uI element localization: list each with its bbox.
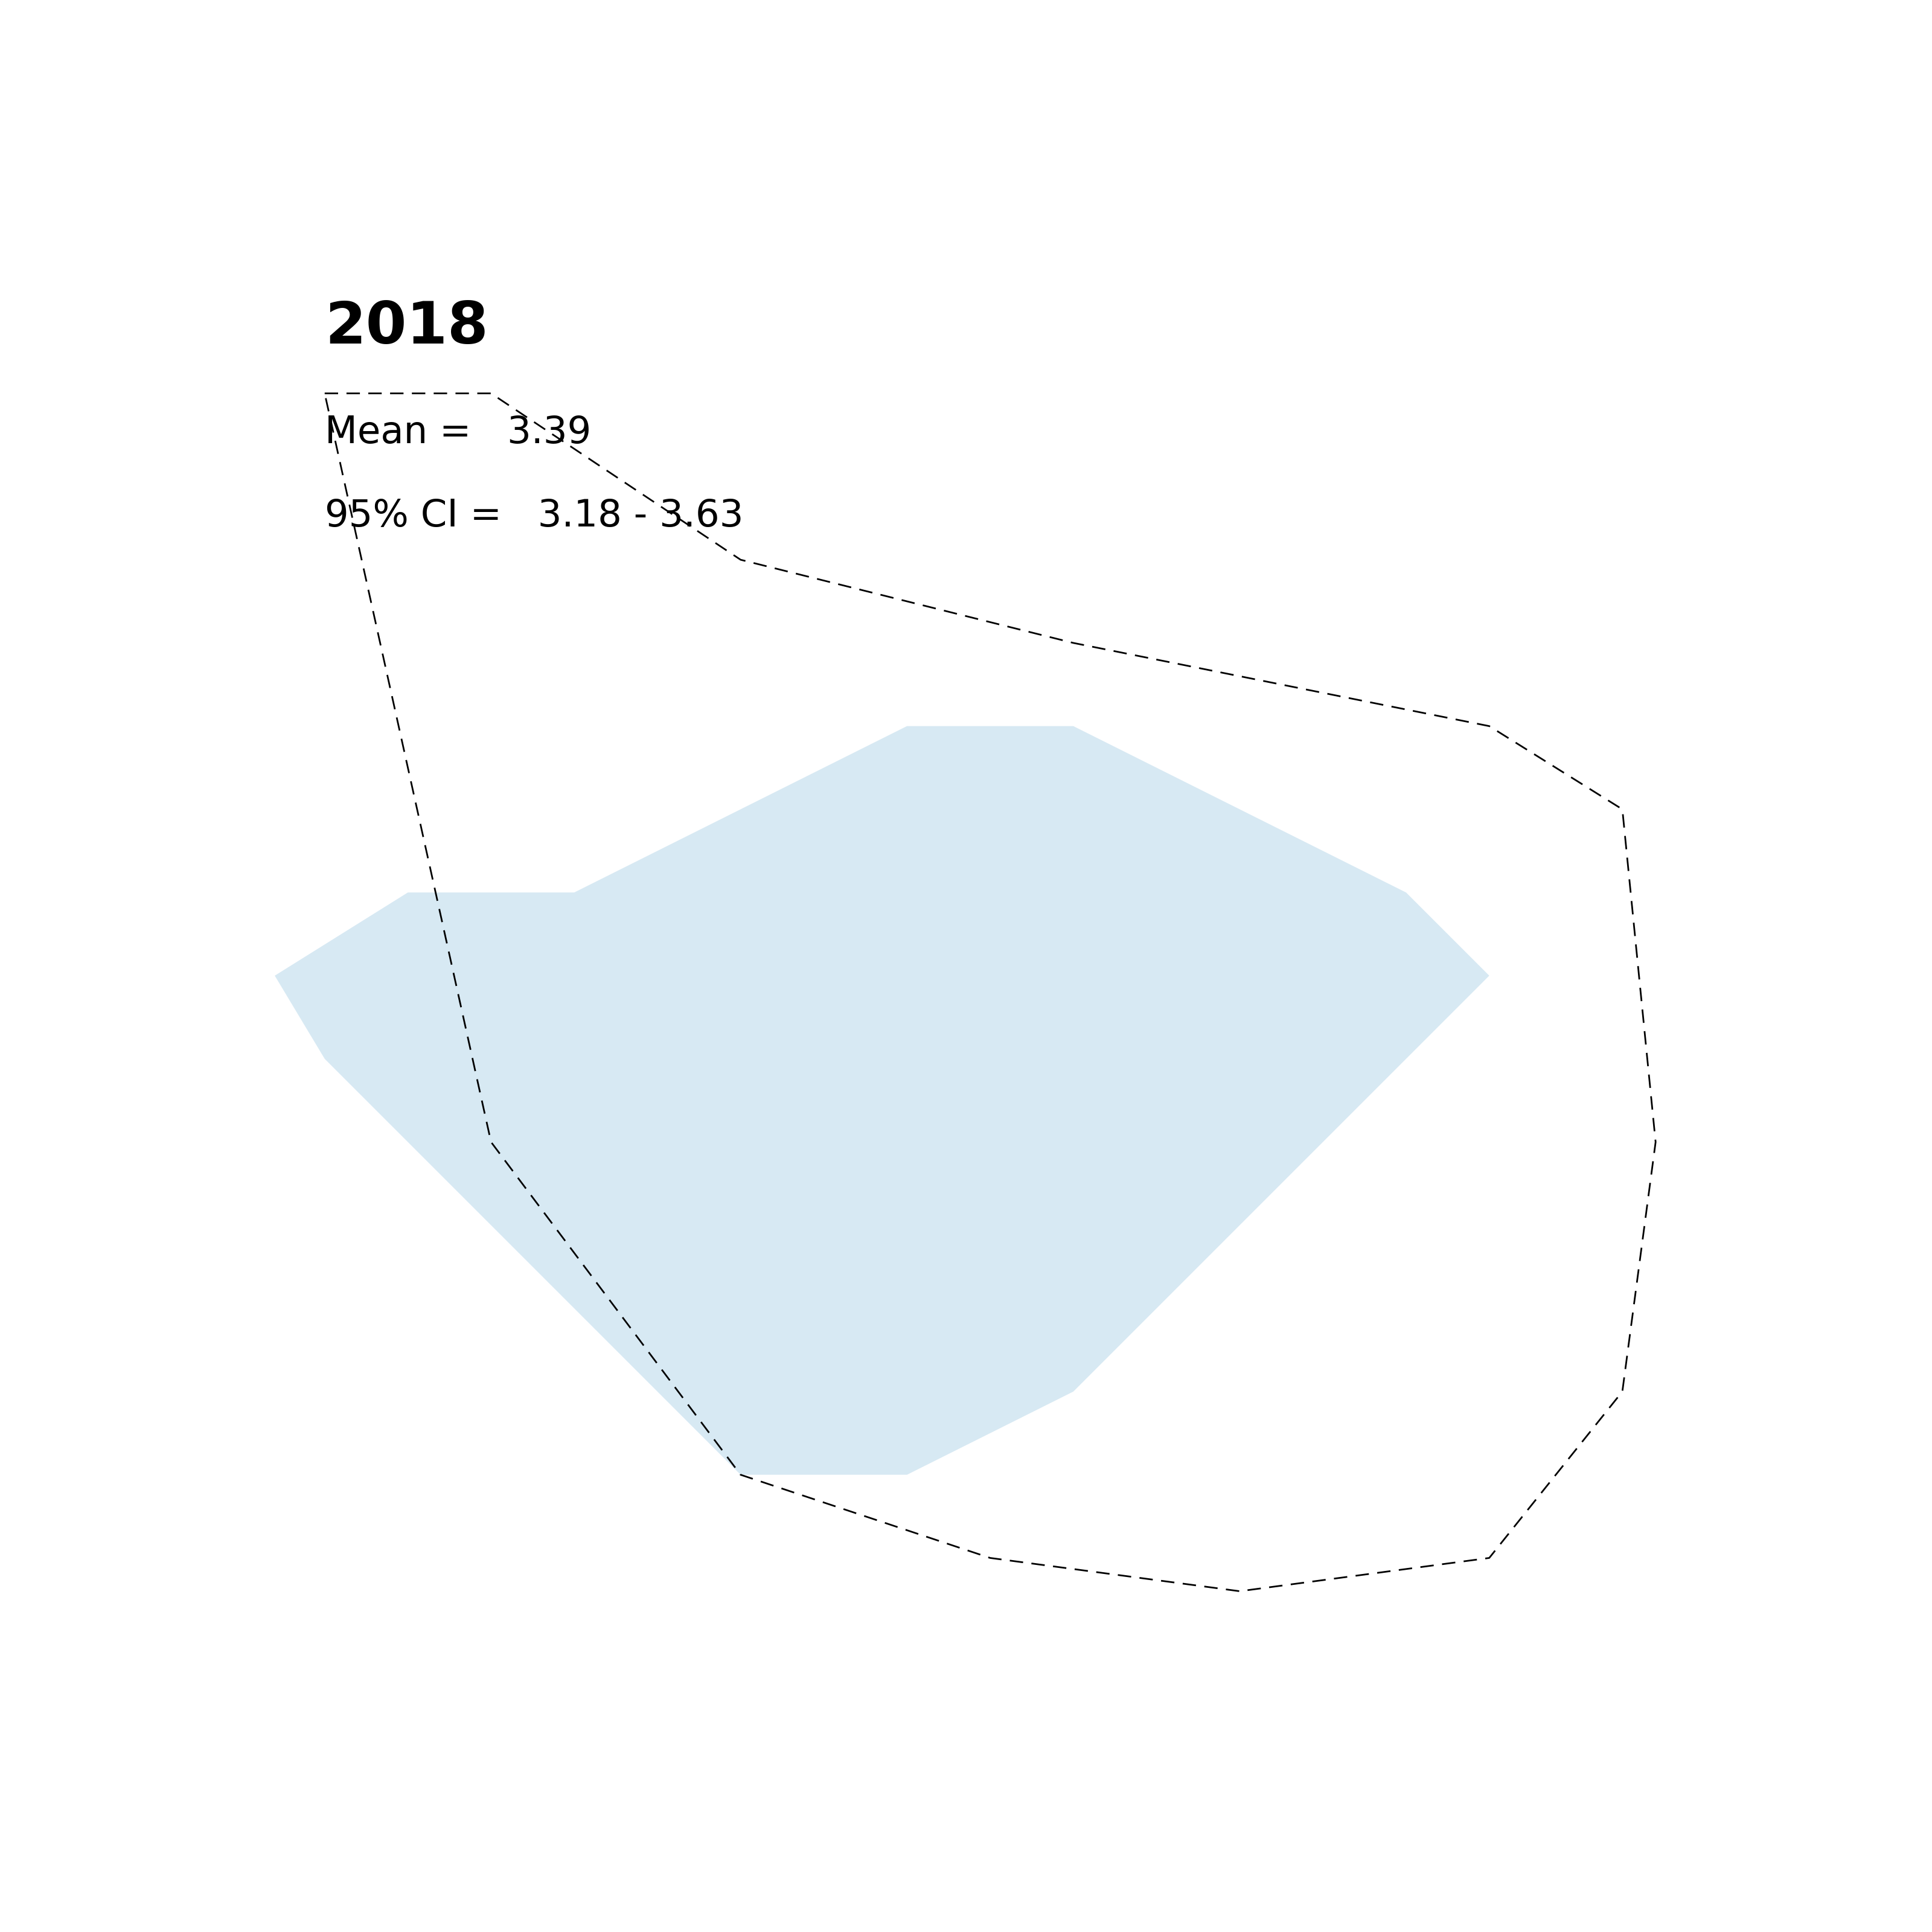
Text: Mean =   3.39: Mean = 3.39	[325, 415, 591, 452]
Text: 2018: 2018	[325, 299, 489, 355]
Polygon shape	[274, 726, 1490, 1474]
Text: 95% CI =   3.18 - 3.63: 95% CI = 3.18 - 3.63	[325, 498, 744, 535]
